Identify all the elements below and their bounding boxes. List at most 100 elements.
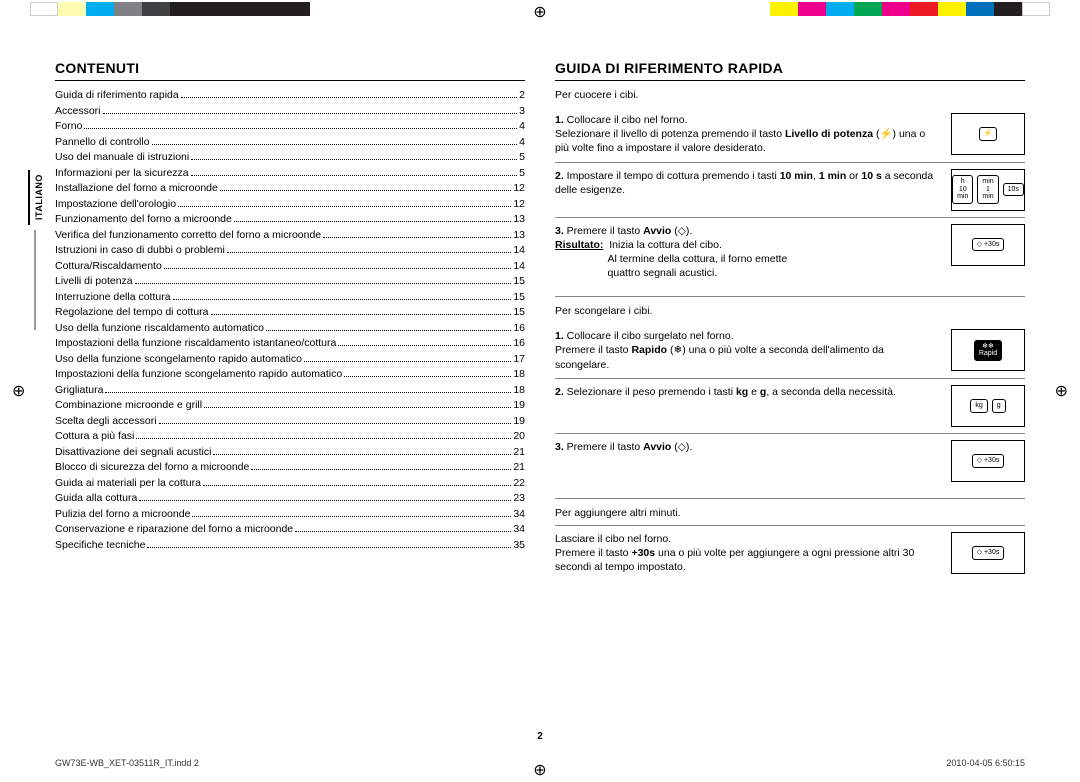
toc-row: Accessori3 [55,105,525,117]
toc-title: Impostazione dell'orologio [55,198,176,210]
page-content: CONTENUTI Guida di riferimento rapida2Ac… [55,60,1025,742]
toc-row: Impostazione dell'orologio 12 [55,198,525,210]
toc-title: Grigliatura [55,384,103,396]
registration-mark-top: ⊕ [533,2,546,22]
toc-dots [227,252,511,253]
toc-page: 2 [519,89,525,101]
toc-dots [192,516,511,517]
step-text: 2. Selezionare il peso premendo i tasti … [555,385,941,399]
toc-title: Forno [55,120,82,132]
toc-row: Interruzione della cottura15 [55,291,525,303]
step-row: 2. Impostare il tempo di cottura premend… [555,162,1025,217]
toc-dots [181,97,517,98]
toc-row: Pannello di controllo 4 [55,136,525,148]
toc-row: Pulizia del forno a microonde 34 [55,508,525,520]
extra-intro: Per aggiungere altri minuti. [555,507,1025,519]
toc-title: Regolazione del tempo di cottura [55,306,209,318]
defrost-intro: Per scongelare i cibi. [555,305,1025,317]
footer-timestamp: 2010-04-05 6:50:15 [946,758,1025,768]
toc-page: 5 [519,151,525,163]
step-row: 2. Selezionare il peso premendo i tasti … [555,378,1025,433]
extra-step: Lasciare il cibo nel forno.Premere il ta… [555,525,1025,581]
toc-row: Livelli di potenza15 [55,275,525,287]
toc-dots [203,485,511,486]
toc-row: Uso del manuale di istruzioni 5 [55,151,525,163]
toc-page: 18 [513,368,525,380]
toc-page: 19 [513,415,525,427]
footer-file: GW73E-WB_XET-03511R_IT.indd 2 [55,758,199,768]
toc-dots [338,345,511,346]
toc-dots [164,268,512,269]
toc-dots [213,454,511,455]
toc-page: 16 [513,337,525,349]
toc-row: Uso della funzione riscaldamento automat… [55,322,525,334]
toc-page: 15 [513,291,525,303]
weight-icon: kgg [951,385,1025,427]
step-row: 1. Collocare il cibo nel forno.Seleziona… [555,107,1025,162]
toc-title: Disattivazione dei segnali acustici [55,446,211,458]
toc-row: Guida ai materiali per la cottura22 [55,477,525,489]
defrost-section: Per scongelare i cibi. 1. Collocare il c… [555,305,1025,488]
toc-dots [178,206,511,207]
toc-dots [159,423,512,424]
toc-title: Uso della funzione riscaldamento automat… [55,322,264,334]
contents-column: CONTENUTI Guida di riferimento rapida2Ac… [55,60,525,742]
toc-title: Uso del manuale di istruzioni [55,151,189,163]
toc-title: Impostazioni della funzione riscaldament… [55,337,336,349]
toc-dots [173,299,512,300]
toc-page: 3 [519,105,525,117]
toc-page: 12 [513,198,525,210]
toc-row: Impostazioni della funzione riscaldament… [55,337,525,349]
language-tab: ITALIANO [28,170,44,225]
toc-page: 4 [519,136,525,148]
toc-title: Specifiche tecniche [55,539,145,551]
toc-page: 5 [519,167,525,179]
toc-page: 34 [513,508,525,520]
toc-page: 4 [519,120,525,132]
toc-title: Uso della funzione scongelamento rapido … [55,353,302,365]
toc-page: 19 [513,399,525,411]
section-divider [555,296,1025,297]
toc-title: Pannello di controllo [55,136,150,148]
toc-title: Informazioni per la sicurezza [55,167,189,179]
toc-page: 15 [513,275,525,287]
toc-page: 21 [513,446,525,458]
toc-page: 18 [513,384,525,396]
toc-title: Cottura a più fasi [55,430,134,442]
toc-title: Guida di riferimento rapida [55,89,179,101]
toc-title: Pulizia del forno a microonde [55,508,190,520]
quick-guide-heading: GUIDA DI RIFERIMENTO RAPIDA [555,60,1025,81]
toc-page: 14 [513,244,525,256]
power-icon: ⚡ [951,113,1025,155]
step-row: 3. Premere il tasto Avvio (◇).Risultato:… [555,217,1025,287]
toc-list: Guida di riferimento rapida 2 Accessori3 Fo… [55,89,525,551]
toc-dots [251,469,511,470]
toc-row: Blocco di sicurezza del forno a microond… [55,461,525,473]
print-color-bar-right [770,2,1050,16]
toc-row: Cottura/Riscaldamento14 [55,260,525,272]
cook-section: Per cuocere i cibi. 1. Collocare il cibo… [555,89,1025,286]
toc-page: 17 [513,353,525,365]
toc-dots [139,500,511,501]
toc-page: 20 [513,430,525,442]
toc-page: 14 [513,260,525,272]
registration-mark-left: ⊕ [12,381,25,401]
toc-row: Disattivazione dei segnali acustici 21 [55,446,525,458]
toc-title: Combinazione microonde e grill [55,399,202,411]
toc-row: Scelta degli accessori19 [55,415,525,427]
toc-row: Funzionamento del forno a microonde13 [55,213,525,225]
toc-dots [103,113,518,114]
toc-row: Verifica del funzionamento corretto del … [55,229,525,241]
toc-dots [135,283,512,284]
side-line [34,230,36,330]
toc-title: Installazione del forno a microonde [55,182,218,194]
toc-dots [191,159,517,160]
plus30s-icon: ◇ +30s [951,532,1025,574]
toc-title: Istruzioni in caso di dubbi o problemi [55,244,225,256]
toc-title: Blocco di sicurezza del forno a microond… [55,461,249,473]
toc-title: Verifica del funzionamento corretto del … [55,229,321,241]
registration-mark-right: ⊕ [1055,381,1068,401]
toc-row: Uso della funzione scongelamento rapido … [55,353,525,365]
toc-page: 21 [513,461,525,473]
toc-row: Cottura a più fasi 20 [55,430,525,442]
